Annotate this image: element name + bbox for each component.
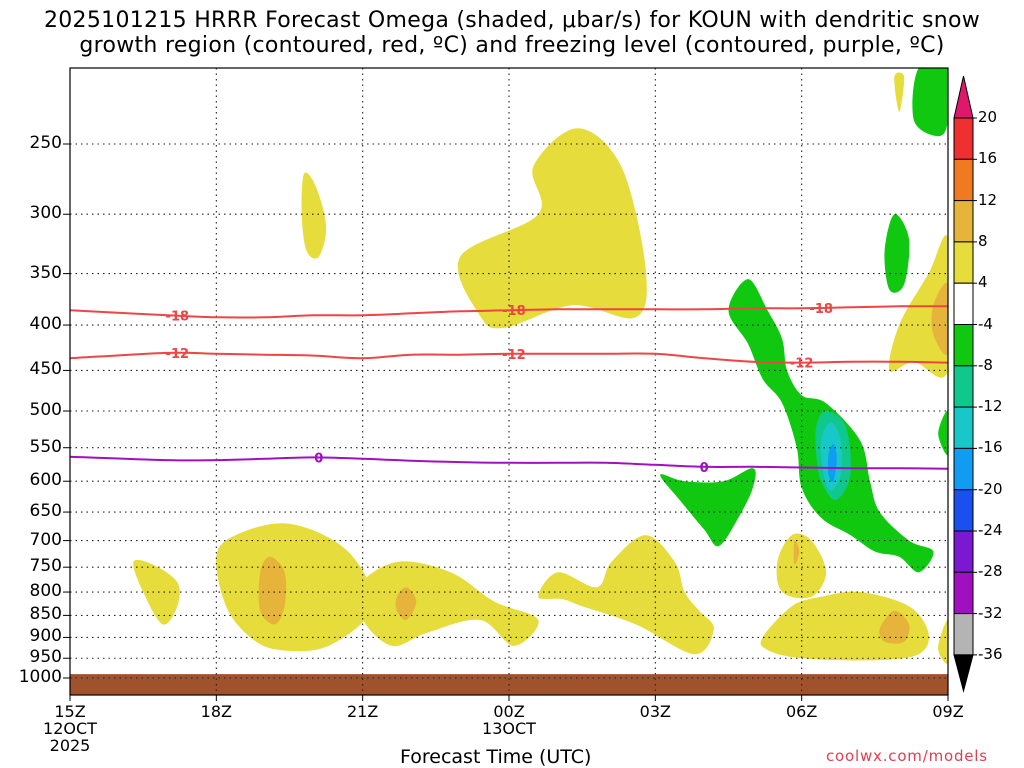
colorbar-segment-10	[953, 530, 974, 573]
omega-region-13	[879, 610, 910, 644]
omega-region-16	[912, 68, 948, 137]
colorbar-label: -28	[978, 562, 1003, 581]
colorbar-segment-4	[953, 282, 974, 326]
colorbar-segment-8	[953, 447, 974, 491]
omega-region-9	[938, 619, 948, 664]
omega-region-19	[660, 468, 756, 547]
x-tick-sublabel: 2025	[49, 736, 91, 755]
colorbar-label: 16	[978, 149, 998, 168]
colorbar-label: -32	[978, 603, 1003, 622]
x-tick-label: 15Z	[54, 702, 86, 721]
contour-label-2-1: 0	[700, 461, 709, 476]
x-tick-sublabel: 12OCT	[43, 719, 97, 738]
contour-0	[70, 305, 948, 319]
y-tick-label: 700	[29, 529, 62, 550]
colorbar-segment-7	[953, 406, 974, 449]
plot-border	[69, 67, 949, 696]
colorbar-label: -24	[978, 521, 1003, 539]
omega-region-6	[776, 533, 827, 599]
colorbar-segment-6	[953, 365, 974, 408]
colorbar-segment-12	[953, 613, 974, 656]
x-tick-label: 03Z	[639, 702, 671, 721]
colorbar-label: -16	[978, 438, 1003, 457]
y-tick-label: 650	[29, 501, 62, 522]
omega-region-10	[894, 72, 905, 112]
omega-region-12	[395, 587, 417, 621]
colorbar-bottom-arrow	[953, 654, 974, 693]
omega-region-14	[931, 282, 948, 355]
y-tick-label: 900	[29, 626, 62, 647]
x-tick-label: 21Z	[346, 702, 379, 721]
omega-region-0	[457, 128, 647, 329]
colorbar-segment-3	[953, 241, 974, 284]
y-tick-label: 800	[29, 581, 62, 602]
x-tick-label: 09Z	[932, 702, 964, 721]
omega-region-2	[133, 559, 180, 625]
colorbar-segment-5	[953, 324, 974, 367]
omega-region-17	[884, 214, 910, 293]
y-tick-label: 400	[29, 314, 62, 335]
omega-region-20	[938, 410, 948, 456]
y-tick-label: 1000	[18, 667, 62, 687]
contour-label-1-1: -12	[502, 348, 526, 363]
omega-region-4	[355, 561, 539, 647]
omega-region-1	[301, 172, 327, 259]
omega-region-7	[760, 591, 929, 661]
omega-region-23	[827, 444, 837, 483]
colorbar-segment-2	[953, 200, 974, 243]
x-tick-label: 06Z	[785, 702, 818, 721]
colorbar-label: 12	[978, 190, 998, 209]
omega-region-15	[793, 540, 800, 565]
y-tick-label: 850	[29, 604, 62, 625]
colorbar-segment-1	[953, 158, 974, 202]
y-tick-label: 950	[29, 647, 62, 668]
chart-title-line2: growth region (contoured, red, ºC) and f…	[79, 33, 945, 58]
colorbar-label: 20	[978, 108, 998, 126]
y-tick-label: 250	[29, 133, 62, 153]
colorbar-top-arrow	[953, 75, 974, 119]
omega-region-3	[216, 523, 373, 652]
colorbar-segment-9	[953, 489, 974, 532]
contour-label-1-2: -12	[790, 357, 814, 372]
omega-region-5	[538, 535, 714, 655]
colorbar-segment-11	[953, 571, 974, 615]
colorbar	[953, 75, 977, 693]
y-tick-label: 550	[29, 436, 62, 457]
colorbar-label: -4	[978, 314, 993, 333]
y-tick-label: 350	[29, 262, 62, 283]
y-tick-label: 300	[29, 203, 62, 224]
y-tick-label: 450	[29, 359, 62, 380]
contour-label-2-0: 0	[314, 452, 323, 467]
contour-1	[70, 351, 948, 364]
contour-label-0-1: -18	[502, 304, 526, 319]
gridlines	[63, 68, 949, 701]
contour-label-0-2: -18	[809, 302, 833, 317]
colorbar-label: 8	[978, 231, 988, 250]
omega-region-11	[258, 556, 287, 625]
colorbar-label: 4	[978, 273, 988, 292]
x-tick-label: 18Z	[200, 702, 232, 721]
x-tick-label: 00Z	[493, 702, 525, 721]
plot-frame	[69, 67, 949, 696]
contour-label-1-0: -12	[166, 347, 190, 362]
colorbar-label: -36	[978, 644, 1003, 663]
x-axis-title: Forecast Time (UTC)	[400, 746, 592, 768]
x-tick-sublabel: 13OCT	[482, 719, 536, 738]
colorbar-label: -8	[978, 355, 993, 374]
credit-link[interactable]: coolwx.com/models	[826, 747, 988, 765]
colorbar-label: -20	[978, 479, 1003, 498]
contour-2	[70, 455, 948, 470]
chart-title-line1: 2025101215 HRRR Forecast Omega (shaded, …	[43, 8, 981, 33]
contours: -18 -18 -18 -12 -12 -12 0 0	[70, 302, 948, 476]
y-tick-label: 750	[29, 556, 62, 577]
contour-label-0-0: -18	[166, 310, 190, 325]
y-tick-label: 500	[29, 400, 62, 420]
y-tick-label: 600	[29, 470, 62, 491]
colorbar-segment-0	[953, 117, 974, 160]
colorbar-label: -12	[978, 397, 1003, 416]
